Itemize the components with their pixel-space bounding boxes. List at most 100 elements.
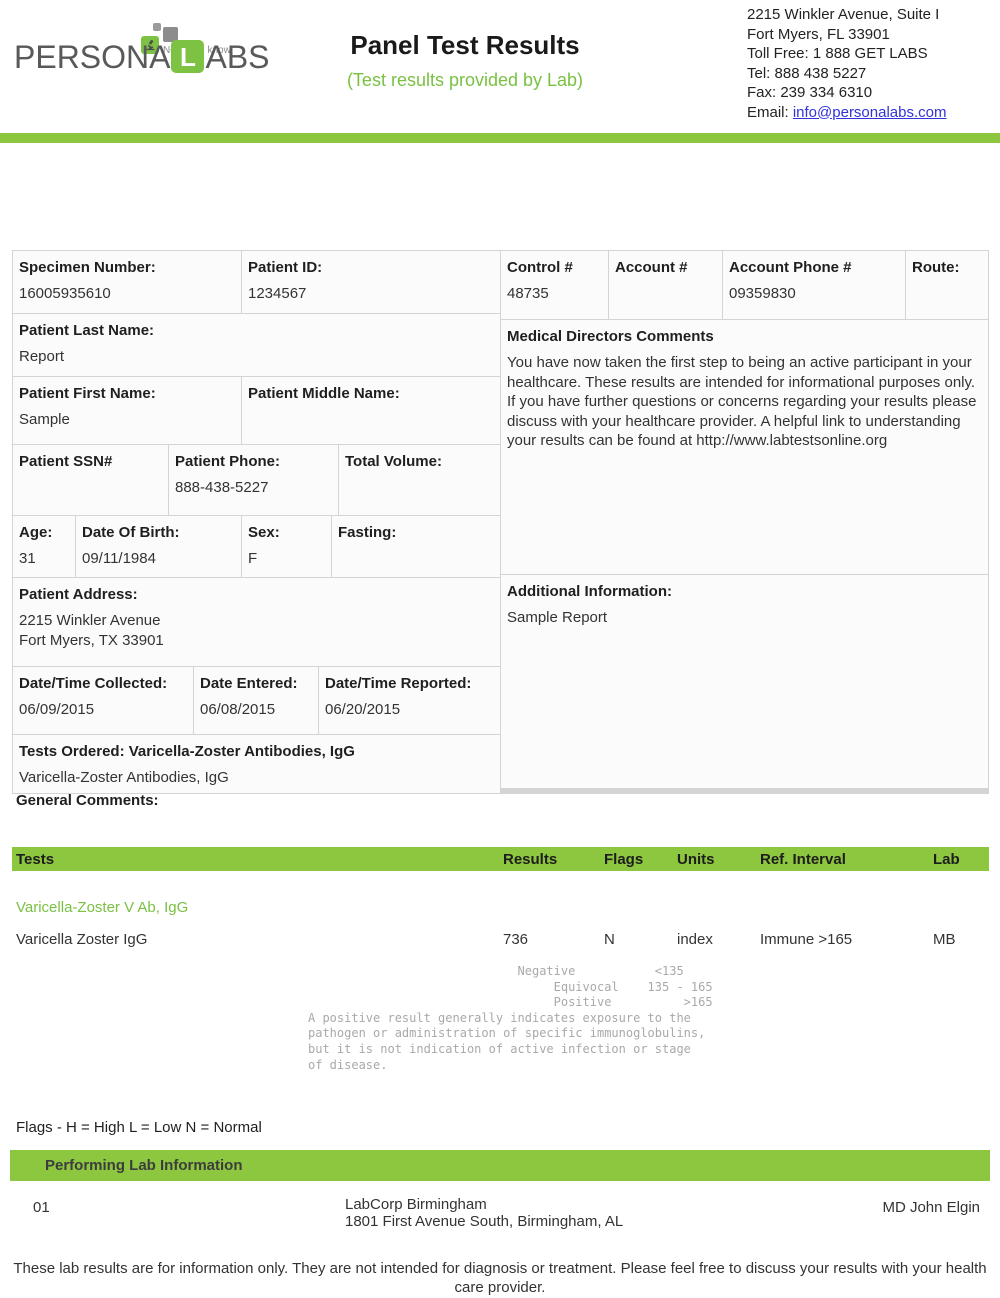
test-result-row: Varicella Zoster IgG 736 N index Immune … xyxy=(12,931,989,948)
field-label: Account Phone # xyxy=(729,259,852,276)
field-value: 1234567 xyxy=(248,285,307,302)
field-value: 06/09/2015 xyxy=(19,701,95,718)
md-comments-text: You have now taken the first step to bei… xyxy=(507,354,977,449)
dob-cell: Date Of Birth: 09/11/1984 xyxy=(76,516,241,577)
table-row: Control # 48735 Account # Account Phone … xyxy=(501,251,988,319)
result-interpretation-note: Negative <135 Equivocal 135 - 165 Positi… xyxy=(308,964,713,1072)
column-header-results: Results xyxy=(503,850,558,868)
page-title: Panel Test Results xyxy=(350,30,580,60)
account-number-cell: Account # xyxy=(609,251,722,319)
field-value: Sample xyxy=(19,411,70,428)
field-label: Specimen Number: xyxy=(19,259,156,276)
fasting-cell: Fasting: xyxy=(332,516,500,577)
field-value: 48735 xyxy=(507,285,549,302)
contact-email-label: Email: xyxy=(747,103,793,121)
field-label: Medical Directors Comments xyxy=(507,328,714,345)
table-row: Specimen Number: 16005935610 Patient ID:… xyxy=(13,251,500,313)
field-label: Date/Time Collected: xyxy=(19,675,168,692)
column-header-units: Units xyxy=(677,850,715,868)
field-label: Account # xyxy=(615,259,688,276)
patient-address-cell: Patient Address: 2215 Winkler Avenue For… xyxy=(13,578,500,666)
patient-last-name-cell: Patient Last Name: Report xyxy=(13,314,500,376)
field-value: 06/08/2015 xyxy=(200,701,276,718)
logo-l-badge: L xyxy=(171,40,205,73)
logo-wordmark: PERSONA L ABS xyxy=(14,40,270,73)
contact-tel: Tel: 888 438 5227 xyxy=(747,64,867,82)
patient-first-name-cell: Patient First Name: Sample xyxy=(13,377,241,444)
field-value: Report xyxy=(19,348,65,365)
contact-address-line1: 2215 Winkler Avenue, Suite I xyxy=(747,6,940,23)
field-value: 09/11/1984 xyxy=(82,550,156,567)
field-label: Patient Address: xyxy=(19,586,138,603)
date-collected-cell: Date/Time Collected: 06/09/2015 xyxy=(13,667,193,734)
field-label: Sex: xyxy=(248,524,280,541)
field-value: 16005935610 xyxy=(19,285,111,302)
contact-email-line: Email: info@personalabs.com xyxy=(747,103,946,123)
order-info-right-column: Control # 48735 Account # Account Phone … xyxy=(501,251,988,793)
field-label: Patient First Name: xyxy=(19,385,156,402)
patient-phone-cell: Patient Phone: 888-438-5227 xyxy=(169,445,338,515)
field-value: F xyxy=(248,550,258,567)
performing-lab-header: Performing Lab Information xyxy=(10,1150,990,1181)
flags-legend: Flags - H = High L = Low N = Normal xyxy=(16,1119,262,1136)
specimen-number-cell: Specimen Number: 16005935610 xyxy=(13,251,241,313)
field-label: Date/Time Reported: xyxy=(325,675,472,692)
report-title-block: Panel Test Results (Test results provide… xyxy=(0,30,930,91)
test-name: Varicella Zoster IgG xyxy=(16,931,148,948)
control-number-cell: Control # 48735 xyxy=(501,251,608,319)
additional-information-cell: Additional Information: Sample Report xyxy=(501,575,988,788)
field-label: Control # xyxy=(507,259,573,276)
table-row: Patient First Name: Sample Patient Middl… xyxy=(13,377,500,444)
contact-address-line2: Fort Myers, FL 33901 xyxy=(747,25,890,43)
performing-lab-name: LabCorp Birmingham xyxy=(345,1196,487,1213)
field-label: Tests Ordered: Varicella-Zoster Antibodi… xyxy=(19,743,355,760)
column-header-tests: Tests xyxy=(16,850,55,868)
patient-ssn-cell: Patient SSN# xyxy=(13,445,168,515)
general-comments-label: General Comments: xyxy=(16,792,159,809)
field-value: Varicella-Zoster Antibodies, IgG xyxy=(19,769,229,786)
test-ref-interval: Immune >165 xyxy=(760,931,853,948)
performing-lab-code: 01 xyxy=(33,1199,50,1216)
date-entered-cell: Date Entered: 06/08/2015 xyxy=(194,667,318,734)
field-label: Date Entered: xyxy=(200,675,298,692)
results-table-header: Tests Results Flags Units Ref. Interval … xyxy=(12,847,989,871)
column-header-flags: Flags xyxy=(604,850,644,868)
logo-wordmark-post: ABS xyxy=(205,39,270,75)
column-header-lab: Lab xyxy=(933,850,960,868)
field-label: Route: xyxy=(912,259,960,276)
test-group-name: Varicella-Zoster V Ab, IgG xyxy=(16,899,189,916)
field-value: Fort Myers, TX 33901 xyxy=(19,632,164,649)
age-cell: Age: 31 xyxy=(13,516,75,577)
lab-contact-block: 2215 Winkler Avenue, Suite I Fort Myers,… xyxy=(747,5,946,122)
field-value: Sample Report xyxy=(507,609,608,626)
logo-square-small xyxy=(153,23,161,31)
field-label: Patient Last Name: xyxy=(19,322,155,339)
test-flag: N xyxy=(604,931,615,948)
field-label: Patient SSN# xyxy=(19,453,113,470)
contact-tollfree: Toll Free: 1 888 GET LABS xyxy=(747,45,928,62)
personalabs-logo: Now. You know. PERSONA L ABS xyxy=(14,10,274,82)
microscope-icon xyxy=(141,36,159,54)
page-subtitle: (Test results provided by Lab) xyxy=(346,70,584,90)
table-row: Date/Time Collected: 06/09/2015 Date Ent… xyxy=(13,667,500,734)
field-label: Date Of Birth: xyxy=(82,524,180,541)
logo-wordmark-pre: PERSONA xyxy=(14,39,171,75)
sex-cell: Sex: F xyxy=(242,516,331,577)
performing-lab-address: 1801 First Avenue South, Birmingham, AL xyxy=(345,1213,624,1230)
table-row: Patient SSN# Patient Phone: 888-438-5227… xyxy=(13,445,500,515)
account-phone-cell: Account Phone # 09359830 xyxy=(723,251,905,319)
table-row: Medical Directors Comments You have now … xyxy=(501,320,988,574)
field-value: 06/20/2015 xyxy=(325,701,401,718)
field-value: 09359830 xyxy=(729,285,796,302)
test-units: index xyxy=(677,931,713,948)
table-row: Age: 31 Date Of Birth: 09/11/1984 Sex: F… xyxy=(13,516,500,577)
field-label: Age: xyxy=(19,524,53,541)
green-divider-bar xyxy=(0,133,1000,143)
field-label: Patient Phone: xyxy=(175,453,281,470)
table-row: Tests Ordered: Varicella-Zoster Antibodi… xyxy=(13,735,500,793)
field-label: Patient Middle Name: xyxy=(248,385,400,402)
email-link[interactable]: info@personalabs.com xyxy=(792,103,947,121)
patient-id-cell: Patient ID: 1234567 xyxy=(242,251,500,313)
field-value: 2215 Winkler Avenue xyxy=(19,612,161,629)
patient-info-table: Specimen Number: 16005935610 Patient ID:… xyxy=(12,250,989,794)
